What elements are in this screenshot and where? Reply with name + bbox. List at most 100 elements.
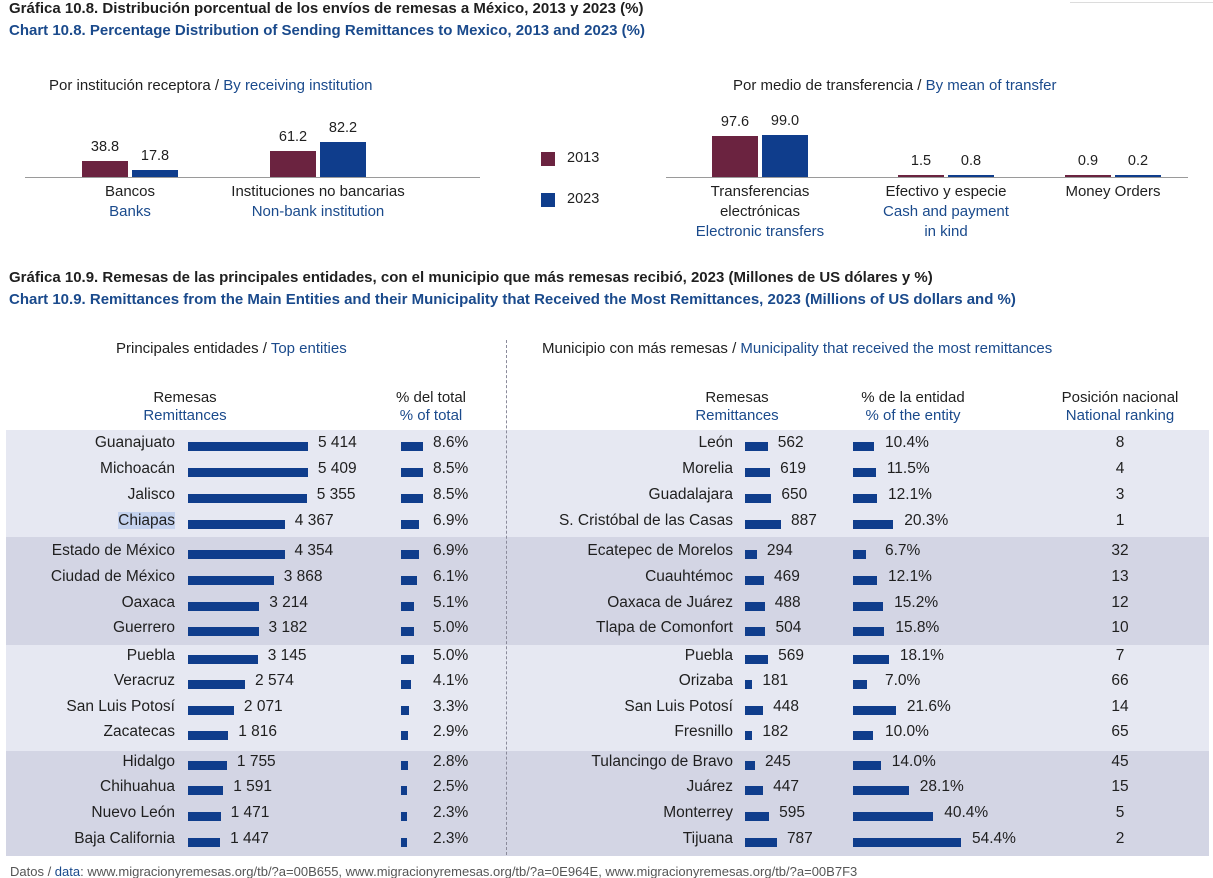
bar-2023 [132, 169, 178, 177]
right-panel-subtitle: Por medio de transferencia / By mean of … [733, 77, 1057, 94]
entity-name: Michoacán [10, 460, 175, 478]
pct-entity-value: 28.1% [919, 778, 964, 795]
remittance-value: 3 214 [269, 594, 309, 611]
top-entities-subtitle-en: Top entities [270, 340, 347, 357]
remittance-bar [188, 680, 246, 689]
mun-remittance-value: 245 [764, 753, 791, 770]
mun-remittance-value: 448 [773, 698, 800, 715]
mun-remittance-value: 787 [786, 830, 813, 847]
entity-name-text: Nuevo León [91, 804, 175, 821]
pct-total-value: 8.6% [433, 434, 469, 451]
entity-name: Estado de México [10, 542, 175, 560]
mun-remittance-bar [745, 761, 755, 770]
entity-name: Oaxaca [10, 594, 175, 612]
pct-entity-bar [853, 602, 884, 611]
mun-remittance-bar [745, 494, 772, 503]
mun-remittance-value: 887 [791, 512, 817, 529]
entity-name-text: Veracruz [113, 672, 175, 689]
mun-remittance-value: 562 [777, 434, 804, 451]
category-label-en: Non-bank institution [251, 203, 385, 220]
remittance-bar [188, 468, 308, 477]
entity-name-text: Guerrero [112, 619, 175, 636]
bar-2023 [948, 175, 994, 177]
mun-remittance-value: 294 [766, 542, 793, 559]
data-label-2013: 1.5 [910, 153, 932, 169]
pct-entity-bar [853, 442, 874, 451]
pct-total-bar [401, 731, 409, 740]
remittance-bar [188, 520, 285, 529]
remittance-bar [188, 494, 307, 503]
national-rank: 4 [1115, 460, 1125, 477]
legend-label-2023: 2023 [567, 191, 600, 207]
municipality-name: Juárez [686, 778, 733, 795]
remittance-bar [188, 812, 221, 821]
mun-remittance-value: 182 [762, 723, 789, 740]
col-header-mun-remittances-en: Remittances [695, 407, 779, 424]
pct-entity-bar [853, 550, 867, 559]
pct-total-bar [401, 550, 419, 559]
mun-remittance-bar [745, 786, 764, 795]
mun-remittance-bar [745, 468, 771, 477]
bar-2023 [1115, 175, 1161, 177]
pct-total-bar [401, 442, 423, 451]
pct-entity-bar [853, 838, 961, 847]
national-rank: 66 [1111, 672, 1129, 689]
pct-entity-bar [853, 494, 878, 503]
remittance-bar [188, 576, 274, 585]
pct-total-value: 2.3% [433, 830, 469, 847]
mun-remittance-bar [745, 602, 765, 611]
remittance-value: 1 447 [230, 830, 269, 847]
entity-name: Veracruz [10, 672, 175, 690]
national-rank: 2 [1115, 830, 1125, 847]
remittance-bar [188, 602, 260, 611]
data-label-2013: 97.6 [720, 114, 750, 130]
pct-total-bar [401, 602, 415, 611]
source-footer: Datos / data: www.migracionyremesas.org/… [10, 864, 857, 878]
pct-entity-value: 21.6% [906, 698, 951, 715]
entity-name: Nuevo León [10, 804, 175, 822]
remittance-value: 5 409 [317, 460, 357, 477]
municipality-name: Guadalajara [648, 486, 733, 503]
pct-total-bar [401, 627, 414, 636]
entity-name: Baja California [10, 830, 175, 848]
bar-2013 [1065, 175, 1111, 177]
data-label-2023: 17.8 [140, 147, 170, 164]
remittance-value: 2 071 [243, 698, 283, 715]
col-header-mun-remittances: Remesas Remittances [662, 389, 812, 425]
remittance-value: 1 755 [236, 753, 276, 770]
pct-total-bar [401, 786, 408, 795]
category-label: Transferencias electrónicas Electronic tra… [650, 182, 870, 242]
municipality-name: Monterrey [663, 804, 733, 821]
mun-remittance-value: 619 [780, 460, 806, 477]
mun-remittance-bar [745, 550, 757, 559]
pct-total-value: 5.1% [433, 594, 469, 611]
remittance-bar [188, 838, 221, 847]
bar-2013 [270, 151, 316, 177]
chart-10-9-title-es: Gráfica 10.9. Remesas de las principales… [9, 269, 933, 286]
national-rank: 65 [1111, 723, 1129, 740]
pct-entity-value: 14.0% [891, 753, 936, 770]
remittance-value: 4 367 [294, 512, 334, 529]
pct-entity-value: 10.4% [885, 434, 929, 451]
left-panel-subtitle-en: By receiving institution [223, 77, 373, 94]
remittance-value: 1 591 [233, 778, 273, 795]
legend-label-2013: 2013 [567, 150, 600, 166]
pct-entity-bar [853, 576, 878, 585]
top-entities-subtitle: Principales entidades / Top entities [116, 340, 347, 357]
axis-baseline [25, 177, 480, 178]
category-label-en1: Electronic transfers [695, 223, 825, 240]
pct-total-value: 6.9% [433, 512, 469, 529]
national-rank: 1 [1115, 512, 1125, 529]
pct-entity-bar [853, 655, 889, 664]
pct-entity-bar [853, 812, 934, 821]
mun-remittance-value: 650 [781, 486, 808, 503]
mun-remittance-value: 595 [779, 804, 806, 821]
municipality-name: S. Cristóbal de las Casas [558, 512, 733, 529]
pct-entity-value: 7.0% [885, 672, 921, 689]
col-header-national-ranking-en: National ranking [1065, 407, 1175, 424]
data-label-2023: 82.2 [328, 120, 358, 137]
pct-entity-value: 15.8% [895, 619, 940, 636]
remittance-value: 3 182 [268, 619, 308, 636]
pct-total-bar [401, 812, 407, 821]
national-rank: 13 [1111, 568, 1129, 585]
